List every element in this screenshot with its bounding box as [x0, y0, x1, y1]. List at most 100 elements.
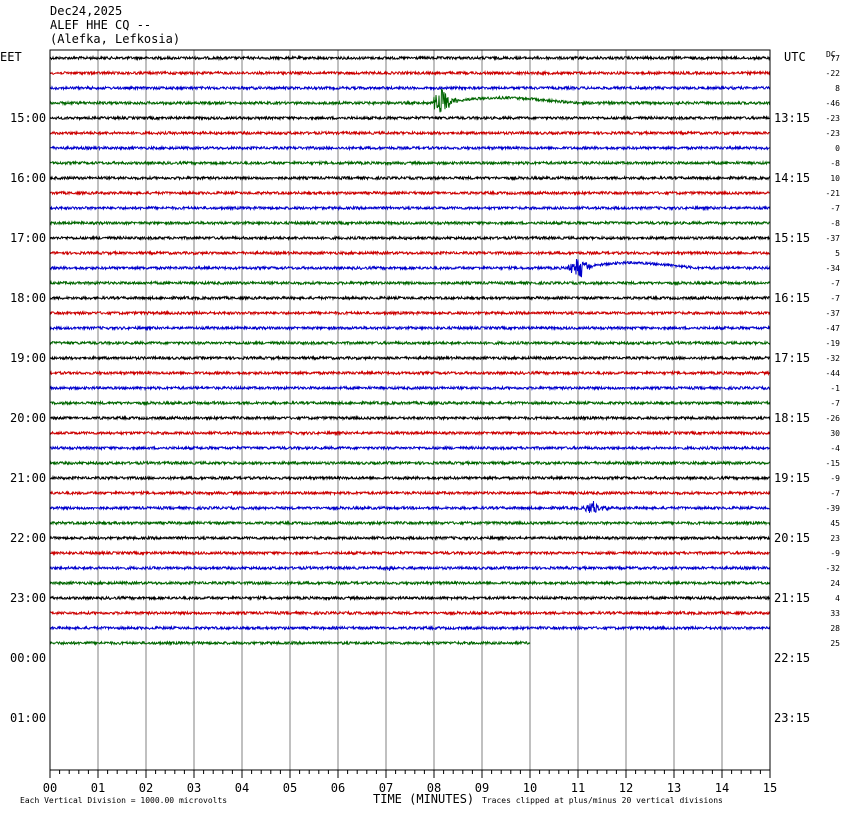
dc-offset-label: 8 — [835, 84, 840, 93]
seismic-trace-row — [49, 54, 771, 62]
dc-offset-label: -4 — [830, 444, 840, 453]
seismic-trace-row — [49, 399, 771, 407]
dc-offset-label: -7 — [830, 489, 840, 498]
right-hour-label: 14:15 — [774, 171, 810, 185]
dc-offset-label: 30 — [830, 429, 840, 438]
left-hour-label: 22:00 — [10, 531, 46, 545]
dc-offset-label: 23 — [830, 534, 840, 543]
seismic-trace-row — [49, 249, 771, 257]
dc-offset-label: -34 — [826, 264, 841, 273]
scale-note: Each Vertical Division = 1000.00 microvo… — [20, 796, 227, 805]
dc-offset-label: 28 — [830, 624, 840, 633]
seismic-trace-row — [49, 459, 771, 467]
seismic-trace-row — [49, 114, 771, 122]
x-tick-label: 12 — [619, 781, 633, 795]
dc-offset-label: 25 — [830, 639, 840, 648]
seismic-trace-row — [49, 549, 771, 557]
seismic-trace-row — [49, 489, 771, 497]
x-tick-label: 14 — [715, 781, 729, 795]
seismic-trace-row — [49, 639, 531, 647]
left-hour-label: 15:00 — [10, 111, 46, 125]
seismic-trace-row — [49, 324, 771, 332]
seismic-trace-row — [49, 294, 771, 302]
right-hour-label: 19:15 — [774, 471, 810, 485]
seismic-trace-row — [49, 609, 771, 617]
dc-label: DC — [826, 50, 836, 59]
dc-offset-label: 33 — [830, 609, 840, 618]
dc-offset-label: 4 — [835, 594, 840, 603]
dc-offset-label: -44 — [826, 369, 841, 378]
x-tick-label: 06 — [331, 781, 345, 795]
x-axis-label: TIME (MINUTES) — [373, 792, 474, 806]
seismic-trace-row — [49, 384, 771, 392]
seismic-trace-row — [49, 594, 771, 602]
dc-offset-label: -21 — [826, 189, 841, 198]
seismic-trace-row — [49, 354, 771, 362]
dc-offset-label: -37 — [826, 309, 841, 318]
dc-offset-label: 0 — [835, 144, 840, 153]
x-tick-label: 10 — [523, 781, 537, 795]
seismic-trace-row — [49, 69, 771, 77]
x-tick-label: 05 — [283, 781, 297, 795]
seismic-trace-row — [49, 174, 771, 182]
left-hour-label: 20:00 — [10, 411, 46, 425]
dc-offset-label: -46 — [826, 99, 841, 108]
seismic-trace-row — [49, 564, 771, 572]
x-tick-label: 07 — [379, 781, 393, 795]
dc-offset-label: 77 — [830, 54, 840, 63]
right-hour-label: 18:15 — [774, 411, 810, 425]
left-hour-label: 01:00 — [10, 711, 46, 725]
x-tick-label: 01 — [91, 781, 105, 795]
x-tick-label: 02 — [139, 781, 153, 795]
seismic-trace-row — [49, 429, 771, 437]
plot-frame — [49, 49, 771, 771]
dc-offset-label: -32 — [826, 564, 841, 573]
dc-offset-label: -19 — [826, 339, 841, 348]
x-tick-label: 09 — [475, 781, 489, 795]
left-hour-label: 00:00 — [10, 651, 46, 665]
location-label: (Alefka, Lefkosia) — [50, 32, 181, 46]
seismic-trace-row — [49, 339, 771, 347]
grid-lines — [49, 50, 771, 778]
x-tick-label: 04 — [235, 781, 249, 795]
dc-offset-label: -7 — [830, 399, 840, 408]
right-hour-label: 23:15 — [774, 711, 810, 725]
dc-offset-label: -39 — [826, 504, 841, 513]
left-hour-label: 18:00 — [10, 291, 46, 305]
seismic-trace-row — [49, 500, 771, 513]
dc-offset-label: -7 — [830, 294, 840, 303]
x-tick-label: 08 — [427, 781, 441, 795]
dc-offset-label: -32 — [826, 354, 841, 363]
seismic-trace-row — [49, 579, 771, 587]
seismic-trace-row — [49, 624, 771, 632]
dc-offset-label: -9 — [830, 474, 840, 483]
left-hour-label: 16:00 — [10, 171, 46, 185]
seismic-trace-row — [49, 129, 771, 137]
x-tick-label: 00 — [43, 781, 57, 795]
x-tick-label: 03 — [187, 781, 201, 795]
seismic-trace-row — [49, 259, 771, 278]
right-timezone-label: UTC — [784, 50, 806, 64]
seismic-trace-row — [50, 144, 771, 152]
dc-offset-label: -47 — [826, 324, 841, 333]
clip-note: Traces clipped at plus/minus 20 vertical… — [482, 796, 723, 805]
seismic-trace-row — [49, 534, 771, 542]
seismic-trace-row — [49, 279, 771, 287]
right-hour-label: 20:15 — [774, 531, 810, 545]
left-hour-label: 19:00 — [10, 351, 46, 365]
right-hour-label: 21:15 — [774, 591, 810, 605]
dc-offset-label: 5 — [835, 249, 840, 258]
dc-offset-label: 10 — [830, 174, 840, 183]
dc-offset-label: -26 — [826, 414, 841, 423]
seismic-trace-row — [49, 519, 771, 527]
trace-layer — [49, 54, 771, 647]
dc-offset-label: -7 — [830, 279, 840, 288]
left-timezone-label: EET — [0, 50, 22, 64]
seismic-trace-row — [49, 159, 771, 167]
dc-offset-label: -9 — [830, 549, 840, 558]
x-tick-label: 11 — [571, 781, 585, 795]
right-hour-label: 15:15 — [774, 231, 810, 245]
channel-label: ALEF HHE CQ -- — [50, 18, 152, 32]
dc-offset-label: -37 — [826, 234, 841, 243]
dc-offset-label: -8 — [830, 159, 840, 168]
